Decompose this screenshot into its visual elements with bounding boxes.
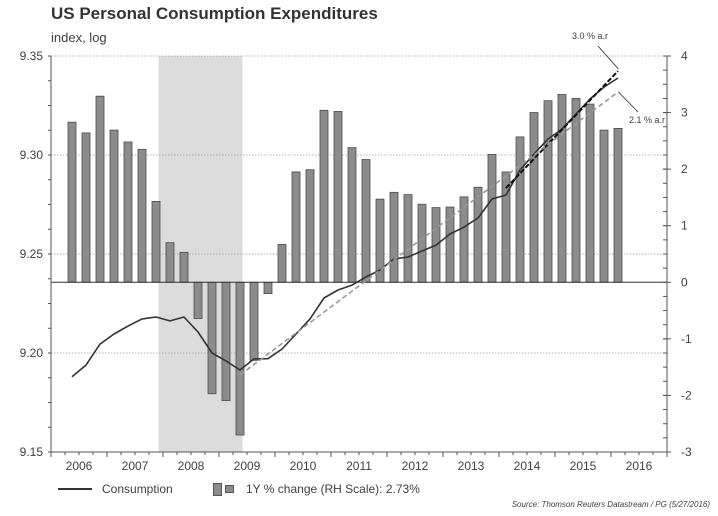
bar-yoy-change: [179, 251, 189, 283]
bar-yoy-change: [95, 95, 105, 283]
legend-bar-swatch-small: [225, 485, 234, 493]
bar-yoy-change: [403, 194, 413, 283]
bar-yoy-change: [291, 171, 301, 283]
bar-yoy-change: [417, 203, 427, 283]
legend: Consumption 1Y % change (RH Scale): 2.73…: [0, 482, 718, 500]
x-axis-tick-label: 2008: [178, 459, 205, 473]
bar-yoy-change: [263, 281, 273, 294]
right-axis-tick-label: 4: [681, 49, 688, 63]
bar-yoy-change: [571, 98, 581, 283]
right-axis-tick-label: 3: [681, 106, 688, 120]
x-axis-tick-label: 2016: [626, 459, 653, 473]
legend-line-swatch: [58, 488, 92, 490]
bar-yoy-change: [165, 242, 175, 283]
x-axis-tick-label: 2012: [402, 459, 429, 473]
bar-yoy-change: [123, 141, 133, 283]
bar-yoy-change: [599, 129, 609, 283]
left-axis-tick-label: 9.20: [20, 346, 44, 360]
trend-line-3pct: [505, 70, 619, 189]
bar-yoy-change: [151, 200, 161, 283]
bar-yoy-change: [585, 103, 595, 283]
x-axis-tick-label: 2006: [66, 459, 93, 473]
legend-label-yoy: 1Y % change (RH Scale): 2.73%: [246, 482, 420, 496]
right-axis-tick-label: 2: [681, 162, 688, 176]
bar-yoy-change: [543, 100, 553, 283]
bar-yoy-change: [333, 111, 343, 283]
annotation-3pct: 3.0 % a.r: [572, 31, 608, 41]
bar-yoy-change: [319, 109, 329, 283]
bar-yoy-change: [473, 186, 483, 283]
bar-yoy-change: [81, 132, 91, 283]
trend-line-2pct: [239, 91, 619, 376]
x-axis-tick-label: 2014: [514, 459, 541, 473]
right-axis-tick-label: 1: [681, 219, 688, 233]
bar-yoy-change: [109, 129, 119, 283]
bar-yoy-change: [361, 159, 371, 283]
x-axis-tick-label: 2013: [458, 459, 485, 473]
bar-yoy-change: [613, 128, 623, 283]
legend-item-consumption: Consumption: [58, 482, 173, 496]
bar-yoy-change: [235, 281, 245, 436]
x-axis-tick-label: 2011: [346, 459, 372, 473]
bar-yoy-change: [193, 281, 203, 319]
bar-yoy-change: [277, 243, 287, 283]
bar-yoy-change: [137, 148, 147, 283]
right-axis-tick-label: -3: [681, 445, 692, 459]
legend-item-yoy: 1Y % change (RH Scale): 2.73%: [213, 482, 420, 496]
bar-yoy-change: [221, 281, 231, 401]
right-axis-tick-label: 0: [681, 275, 688, 289]
bar-yoy-change: [389, 191, 399, 283]
leader-line-2pct: [618, 91, 639, 113]
bar-yoy-change: [487, 154, 497, 283]
bar-yoy-change: [529, 112, 539, 283]
right-axis-tick-label: -1: [681, 332, 692, 346]
bar-yoy-change: [67, 121, 77, 283]
x-axis-tick-label: 2015: [570, 459, 597, 473]
legend-bar-swatch: [213, 482, 222, 496]
bar-yoy-change: [347, 147, 357, 283]
right-axis-tick-label: -2: [681, 388, 692, 402]
bar-yoy-change: [207, 281, 217, 395]
x-axis-tick-label: 2009: [234, 459, 261, 473]
chart-subtitle: index, log: [51, 30, 107, 45]
left-axis-tick-label: 9.15: [20, 445, 44, 459]
x-axis-tick-label: 2007: [122, 459, 149, 473]
x-axis-tick-label: 2010: [290, 459, 317, 473]
leader-line-3pct: [597, 45, 619, 70]
legend-label-consumption: Consumption: [102, 482, 173, 496]
left-axis-tick-label: 9.25: [20, 247, 44, 261]
source-note: Source: Thomson Reuters Datastream / PG …: [511, 500, 710, 509]
left-axis-tick-label: 9.35: [20, 49, 44, 63]
left-axis-tick-label: 9.30: [20, 148, 44, 162]
consumption-line: [71, 77, 619, 378]
bar-yoy-change: [445, 206, 455, 283]
chart-title: US Personal Consumption Expenditures: [51, 4, 378, 23]
bar-yoy-change: [249, 281, 259, 361]
annotation-2pct: 2.1 % a.r: [629, 115, 665, 125]
bar-yoy-change: [515, 136, 525, 283]
bar-yoy-change: [305, 169, 315, 283]
bar-yoy-change: [557, 94, 567, 283]
